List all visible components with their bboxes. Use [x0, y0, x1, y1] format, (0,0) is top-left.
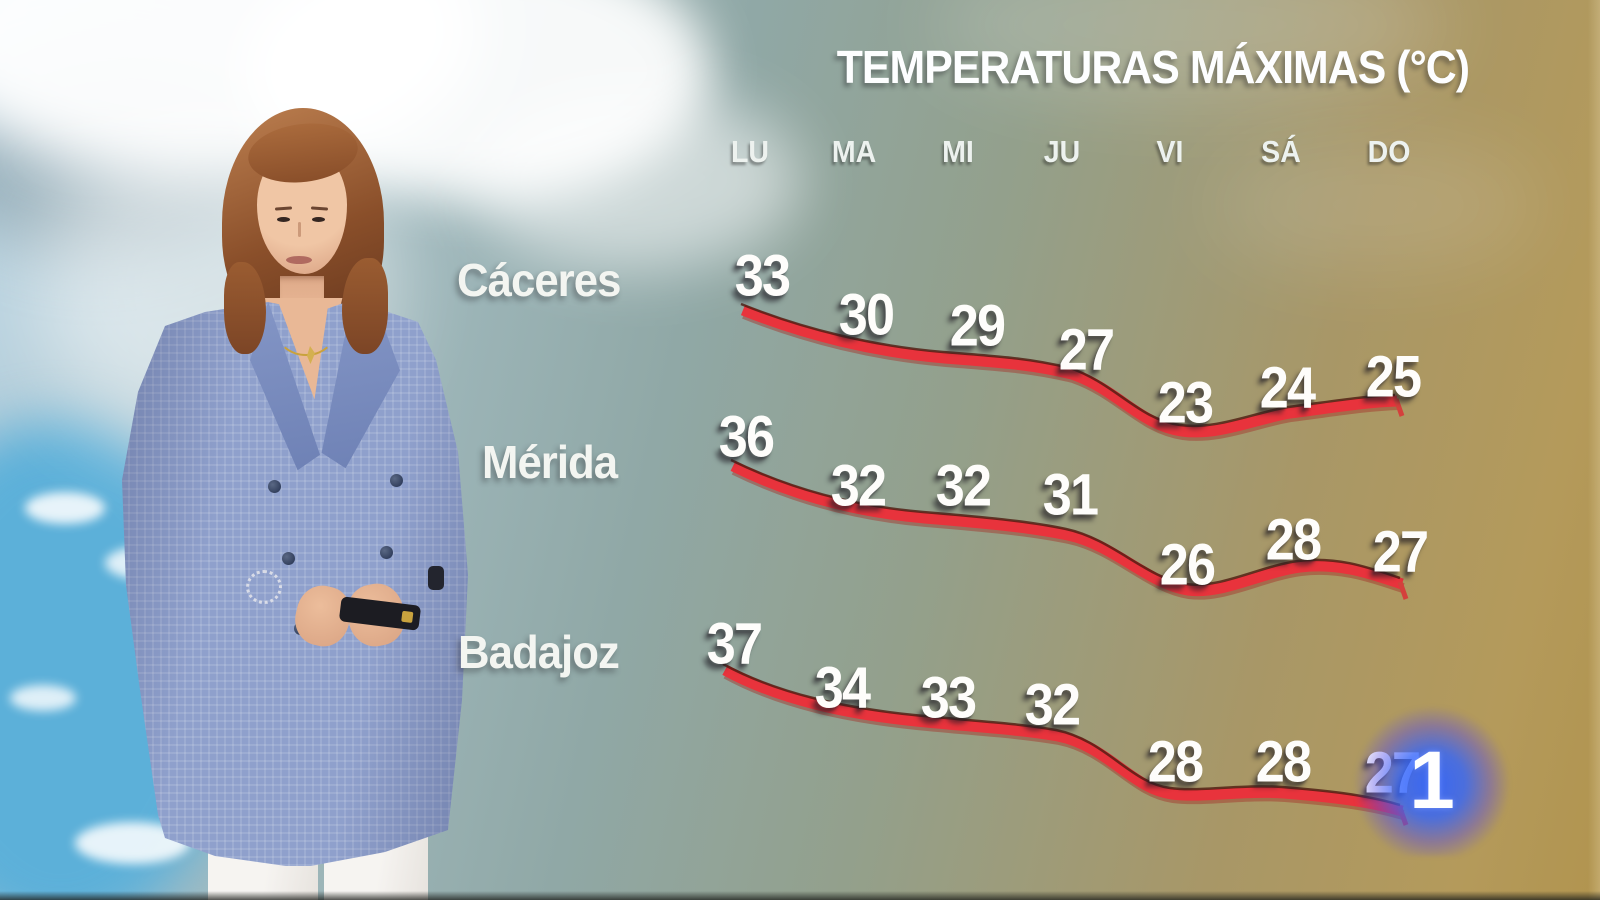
day-label-lu: LU — [730, 134, 770, 169]
temp-value: 24 — [1259, 355, 1316, 421]
temp-value: 33 — [734, 243, 791, 309]
temp-value: 33 — [920, 665, 977, 731]
la1-channel-logo: 1 — [1352, 706, 1512, 856]
clicker-button — [401, 610, 414, 623]
presenter-mouth — [286, 256, 312, 264]
blazer-button — [380, 546, 393, 559]
temp-value: 34 — [814, 655, 871, 721]
logo-digit: 1 — [1409, 735, 1455, 826]
necklace-pendant — [307, 346, 315, 364]
blazer-button — [282, 552, 295, 565]
blazer-button — [268, 480, 281, 493]
presenter-hair-strand — [342, 258, 388, 354]
temp-value: 26 — [1159, 532, 1216, 598]
temp-value: 27 — [1372, 519, 1429, 585]
city-label-merida: Mérida — [482, 436, 618, 488]
temp-value: 28 — [1255, 729, 1312, 795]
temp-value: 28 — [1265, 507, 1322, 573]
day-label-ju: JU — [1043, 134, 1081, 169]
necklace — [276, 306, 336, 356]
temp-value: 32 — [935, 453, 992, 519]
day-label-vi: VI — [1156, 134, 1184, 169]
presenter-eye — [312, 217, 325, 222]
small-cloud — [10, 685, 76, 711]
temp-value: 37 — [706, 611, 763, 677]
bracelet — [246, 570, 282, 604]
temp-value: 23 — [1157, 370, 1214, 436]
day-label-do: DO — [1367, 134, 1411, 169]
city-label-badajoz: Badajoz — [458, 626, 620, 678]
temp-value: 32 — [830, 453, 887, 519]
day-label-mi: MI — [942, 134, 974, 169]
temp-value: 30 — [838, 282, 895, 348]
temp-value: 28 — [1147, 729, 1204, 795]
logo-glow — [1352, 706, 1512, 856]
temp-value: 31 — [1042, 462, 1099, 528]
chart-title: TEMPERATURAS MÁXIMAS (°C) — [836, 41, 1470, 93]
small-cloud — [25, 492, 105, 524]
day-label-sa: SÁ — [1261, 134, 1301, 169]
presenter-nose — [298, 222, 301, 237]
temp-value: 32 — [1024, 672, 1081, 738]
watch — [428, 566, 444, 590]
temp-value: 29 — [949, 293, 1006, 359]
cloud-shadow — [0, 60, 260, 260]
frame-right-edge — [1588, 0, 1600, 900]
day-label-ma: MA — [831, 134, 877, 169]
presenter-hair-strand — [224, 262, 266, 354]
temp-value: 25 — [1365, 344, 1422, 410]
city-label-caceres: Cáceres — [457, 254, 621, 306]
frame-bottom-edge — [0, 891, 1600, 900]
presenter-eye — [277, 217, 290, 222]
temp-value: 36 — [718, 404, 775, 470]
temp-value: 27 — [1058, 317, 1115, 383]
blazer-button — [390, 474, 403, 487]
